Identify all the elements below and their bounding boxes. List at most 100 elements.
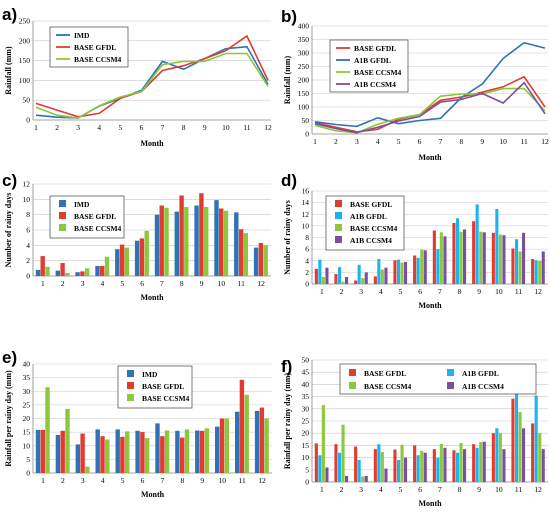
- series-line-2: [314, 41, 546, 128]
- y-tick-label: 35: [23, 373, 31, 382]
- y-tick-label: 50: [23, 96, 31, 105]
- bar: [334, 444, 338, 482]
- legend-label: BASE CCSM4: [74, 55, 122, 64]
- legend-box: [49, 26, 129, 68]
- y-tick-label: 5: [26, 455, 30, 464]
- bar: [357, 460, 361, 482]
- panel-label: a): [2, 5, 17, 24]
- bar: [85, 466, 90, 473]
- bar: [498, 234, 502, 284]
- x-tick-label: 8: [458, 485, 462, 494]
- x-tick-label: 4: [376, 137, 380, 146]
- x-tick-label: 2: [334, 137, 338, 146]
- x-tick-label: 8: [181, 476, 185, 485]
- bar: [357, 264, 361, 284]
- x-tick-label: 12: [541, 137, 549, 146]
- bar: [164, 207, 169, 276]
- x-axis-title: Month: [418, 301, 442, 310]
- x-tick-label: 4: [97, 123, 101, 132]
- legend-swatch: [127, 394, 134, 401]
- bar: [139, 238, 145, 276]
- bar: [100, 266, 105, 276]
- y-axis-title: Rainfall per rainy day (mm): [283, 373, 292, 470]
- bar: [531, 259, 535, 284]
- bar: [253, 247, 259, 276]
- bar: [463, 449, 467, 482]
- bar: [338, 267, 342, 284]
- legend-swatch: [335, 212, 342, 219]
- bar: [400, 262, 404, 284]
- x-tick-label: 6: [418, 137, 422, 146]
- y-tick-label: 50: [302, 116, 310, 125]
- bar: [314, 268, 318, 284]
- bar: [345, 475, 349, 482]
- x-tick-label: 6: [141, 476, 145, 485]
- bar: [420, 249, 424, 284]
- bar: [234, 212, 239, 276]
- bar: [184, 207, 189, 276]
- legend-box: [339, 363, 537, 395]
- x-tick-label: 10: [495, 287, 503, 296]
- x-tick-label: 4: [379, 287, 383, 296]
- x-tick-label: 11: [243, 123, 250, 132]
- bar: [35, 269, 41, 276]
- y-tick-label: 0: [305, 130, 309, 139]
- bar: [404, 457, 408, 482]
- y-axis-title: Rainfall (mm): [4, 46, 13, 95]
- y-tick-label: 25: [23, 400, 31, 409]
- x-tick-label: 9: [200, 476, 204, 485]
- legend-label: BASE GFDL: [364, 369, 406, 378]
- bar: [380, 269, 384, 284]
- bar: [65, 272, 70, 276]
- y-tick-label: 45: [302, 368, 310, 377]
- bar: [65, 409, 70, 473]
- x-tick-label: 8: [180, 279, 184, 288]
- y-tick-label: 300: [298, 49, 310, 58]
- panel-label: e): [2, 348, 17, 367]
- bar: [420, 450, 424, 482]
- y-tick-label: 12: [302, 210, 310, 219]
- bar: [204, 428, 210, 473]
- bar: [119, 244, 125, 276]
- bar: [479, 442, 483, 482]
- x-tick-label: 8: [458, 287, 462, 296]
- y-tick-label: 15: [23, 428, 31, 437]
- series-line-2: [35, 34, 269, 118]
- x-tick-label: 9: [200, 279, 204, 288]
- legend-label: BASE CCSM4: [354, 68, 402, 77]
- bar: [423, 250, 427, 284]
- bar: [541, 251, 545, 284]
- y-tick-label: 100: [298, 103, 310, 112]
- bar: [452, 450, 456, 482]
- bar: [95, 266, 100, 276]
- legend-label: BASE CCSM4: [364, 382, 412, 391]
- x-tick-label: 9: [477, 485, 481, 494]
- bar: [154, 214, 160, 276]
- legend-label: A1B CCSM4: [350, 236, 392, 245]
- bar: [538, 433, 542, 482]
- bar: [215, 426, 220, 473]
- bar: [60, 430, 65, 473]
- bar: [364, 272, 368, 284]
- x-tick-label: 10: [218, 279, 226, 288]
- series-line-4: [314, 81, 546, 134]
- bar: [534, 260, 538, 284]
- x-tick-label: 1: [313, 137, 317, 146]
- bar: [35, 429, 41, 473]
- x-tick-label: 2: [55, 123, 59, 132]
- bar: [338, 452, 342, 482]
- x-axis-title: Month: [418, 499, 442, 508]
- bar: [364, 475, 368, 482]
- bar: [373, 276, 377, 284]
- bar: [60, 263, 65, 276]
- bar: [45, 387, 50, 473]
- bar: [522, 232, 526, 284]
- bar: [160, 436, 165, 473]
- legend-swatch: [127, 382, 134, 389]
- y-tick-label: 4: [26, 241, 30, 250]
- bar: [259, 407, 265, 473]
- x-tick-label: 1: [34, 123, 38, 132]
- y-tick-label: 20: [302, 429, 310, 438]
